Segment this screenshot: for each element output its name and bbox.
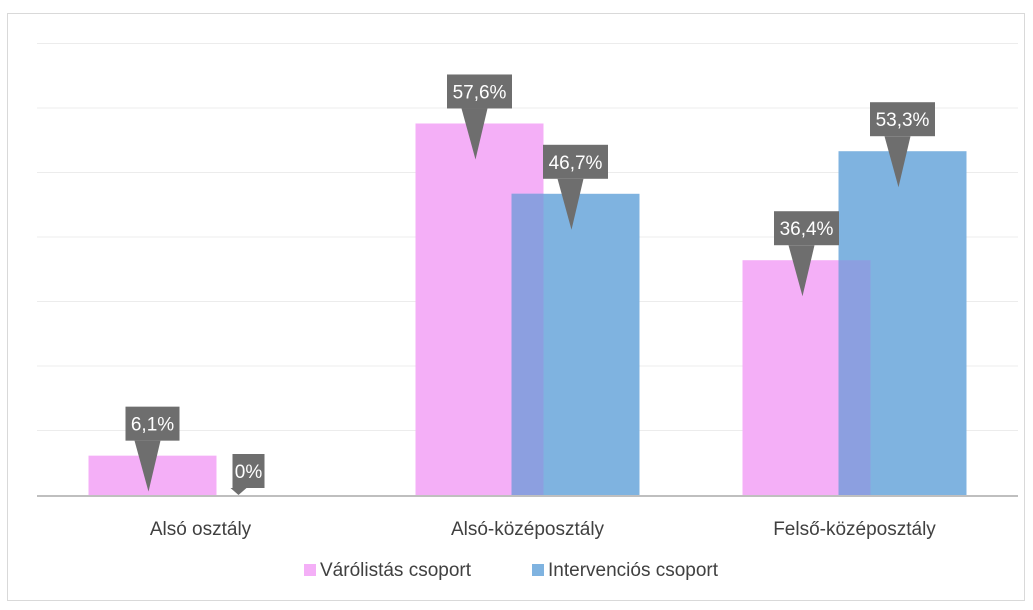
legend-swatch <box>532 564 544 576</box>
data-label-text: 6,1% <box>131 415 174 436</box>
data-label-pointer <box>557 178 584 230</box>
legend-label: Intervenciós csoport <box>548 560 719 581</box>
legend-item: Várólistás csoport <box>304 560 472 581</box>
bar-chart: Alsó osztály Alsó-középosztály Felső-közép… <box>37 43 1018 581</box>
data-label-text: 46,7% <box>549 153 603 174</box>
data-label-box <box>232 454 265 488</box>
data-label: 0% <box>230 454 265 495</box>
data-label: 46,7% <box>543 144 608 230</box>
data-label-box <box>774 211 839 246</box>
data-label-box <box>447 74 512 109</box>
bar-overlap <box>838 260 871 495</box>
data-label-pointer <box>884 136 911 188</box>
data-label-text: 0% <box>235 462 263 483</box>
bar-overlap <box>511 193 544 495</box>
category-label: Felső-középosztály <box>773 519 936 540</box>
data-label-pointer <box>788 245 815 297</box>
data-label-text: 57,6% <box>453 82 507 103</box>
data-label-pointer <box>230 488 247 495</box>
data-label: 57,6% <box>447 74 512 160</box>
data-label: 36,4% <box>774 211 839 297</box>
data-label-box <box>543 144 608 179</box>
data-label: 53,3% <box>870 102 935 188</box>
data-label-text: 36,4% <box>780 219 834 240</box>
data-label-pointer <box>461 108 488 160</box>
data-label: 6,1% <box>125 406 180 492</box>
legend: Várólistás csoport Intervenciós csoport <box>304 560 719 581</box>
data-label-box <box>125 406 180 441</box>
legend-swatch <box>304 564 316 576</box>
legend-item: Intervenciós csoport <box>532 560 719 581</box>
category-label: Alsó-középosztály <box>451 519 605 540</box>
category-label: Alsó osztály <box>150 519 252 540</box>
data-label-pointer <box>134 440 161 492</box>
data-label-box <box>870 102 935 137</box>
category-labels: Alsó osztály Alsó-középosztály Felső-közép… <box>150 519 936 540</box>
bars <box>88 123 967 495</box>
chart-frame: Alsó osztály Alsó-középosztály Felső-közép… <box>7 13 1025 601</box>
legend-label: Várólistás csoport <box>320 560 472 581</box>
data-label-text: 53,3% <box>876 110 930 131</box>
data-labels: 6,1% 0% 57,6% 46,7% 36,4% 53,3% <box>125 74 935 495</box>
